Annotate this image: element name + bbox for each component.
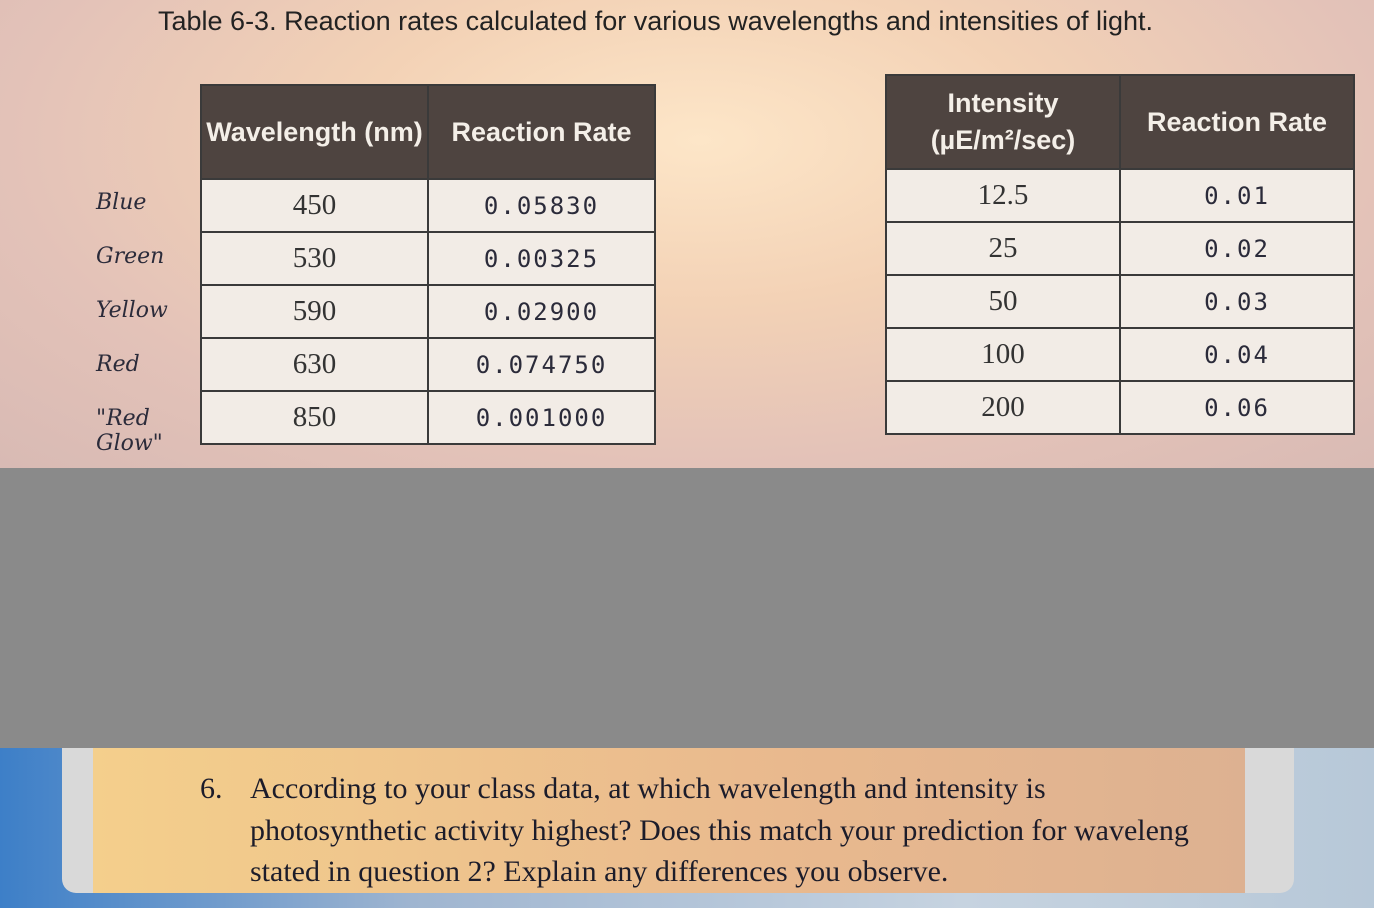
- table-row: 25 0.02: [885, 221, 1355, 276]
- column-header: Intensity (µE/m²/sec): [885, 74, 1121, 170]
- column-header: Reaction Rate: [427, 84, 656, 180]
- cell: 0.01: [1119, 168, 1355, 223]
- table-row: 200 0.06: [885, 380, 1355, 435]
- table-row: 12.5 0.01: [885, 168, 1355, 223]
- cell: 590: [200, 284, 429, 339]
- table-row: 630 0.074750: [200, 337, 656, 392]
- question-number: 6.: [200, 772, 223, 805]
- intensity-table: Intensity (µE/m²/sec) Reaction Rate 12.5 0.…: [885, 74, 1355, 435]
- cell: 530: [200, 231, 429, 286]
- table-row: 450 0.05830: [200, 178, 656, 233]
- question-line: According to your class data, at which w…: [250, 772, 1046, 805]
- cell: 100: [885, 327, 1121, 382]
- header-row: Intensity (µE/m²/sec) Reaction Rate: [885, 74, 1355, 170]
- table-caption: Table 6-3. Reaction rates calculated for…: [158, 6, 1154, 36]
- handwritten-label: Blue: [96, 190, 147, 215]
- handwritten-label: Red: [96, 352, 140, 377]
- cell: 0.02900: [427, 284, 656, 339]
- table-row: 590 0.02900: [200, 284, 656, 339]
- cell: 630: [200, 337, 429, 392]
- table-row: 100 0.04: [885, 327, 1355, 382]
- cell: 0.06: [1119, 380, 1355, 435]
- header-row: Wavelength (nm) Reaction Rate: [200, 84, 656, 180]
- cell: 0.05830: [427, 178, 656, 233]
- cell: 450: [200, 178, 429, 233]
- handwritten-label: Green: [96, 244, 165, 269]
- question: 6. According to your class data, at whic…: [93, 748, 1245, 893]
- table-row: 50 0.03: [885, 274, 1355, 329]
- wavelength-table: Wavelength (nm) Reaction Rate 450 0.05830 53…: [200, 84, 656, 445]
- handwritten-label: Yellow: [96, 298, 168, 323]
- cell: 0.001000: [427, 390, 656, 445]
- cell: 25: [885, 221, 1121, 276]
- cell: 0.02: [1119, 221, 1355, 276]
- handwritten-label: "Red Glow": [96, 406, 163, 456]
- cell: 50: [885, 274, 1121, 329]
- cell: 200: [885, 380, 1121, 435]
- cell: 0.04: [1119, 327, 1355, 382]
- cell: 850: [200, 390, 429, 445]
- question-line: photosynthetic activity highest? Does th…: [250, 814, 1189, 847]
- photo: Table 6-3. Reaction rates calculated for…: [0, 0, 1374, 468]
- cell: 12.5: [885, 168, 1121, 223]
- cell: 0.074750: [427, 337, 656, 392]
- table-row: 530 0.00325: [200, 231, 656, 286]
- question-line: stated in question 2? Explain any differ…: [250, 855, 949, 888]
- cell: 0.00325: [427, 231, 656, 286]
- column-header: Wavelength (nm): [200, 84, 429, 180]
- gray-overlay: [0, 468, 1374, 748]
- cell: 0.03: [1119, 274, 1355, 329]
- table-row: 850 0.001000: [200, 390, 656, 445]
- column-header: Reaction Rate: [1119, 74, 1355, 170]
